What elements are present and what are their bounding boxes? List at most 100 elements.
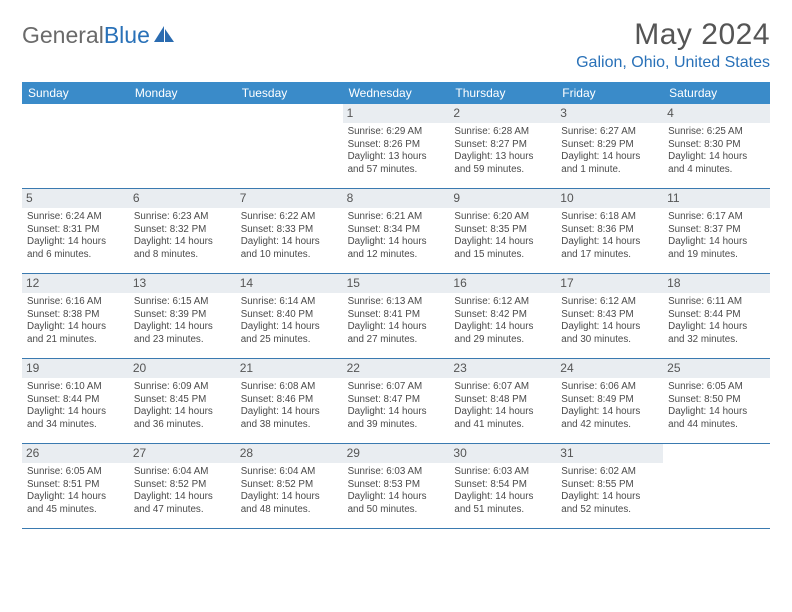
sunrise-line: Sunrise: 6:25 AM bbox=[668, 126, 765, 139]
daylight-line-2: and 4 minutes. bbox=[668, 164, 765, 177]
daylight-line-2: and 12 minutes. bbox=[348, 249, 445, 262]
day-cell: 1Sunrise: 6:29 AMSunset: 8:26 PMDaylight… bbox=[343, 104, 450, 188]
day-cell: 16Sunrise: 6:12 AMSunset: 8:42 PMDayligh… bbox=[449, 274, 556, 358]
daylight-line-2: and 8 minutes. bbox=[134, 249, 231, 262]
weekday-label: Sunday bbox=[22, 82, 129, 104]
daylight-line-1: Daylight: 14 hours bbox=[668, 151, 765, 164]
day-number: 4 bbox=[663, 104, 770, 123]
sunset-line: Sunset: 8:30 PM bbox=[668, 139, 765, 152]
daylight-line-2: and 52 minutes. bbox=[561, 504, 658, 517]
daylight-line-1: Daylight: 14 hours bbox=[241, 236, 338, 249]
sunset-line: Sunset: 8:52 PM bbox=[241, 479, 338, 492]
sunset-line: Sunset: 8:37 PM bbox=[668, 224, 765, 237]
day-cell: 27Sunrise: 6:04 AMSunset: 8:52 PMDayligh… bbox=[129, 444, 236, 528]
empty-cell bbox=[236, 104, 343, 188]
daylight-line-2: and 44 minutes. bbox=[668, 419, 765, 432]
day-cell: 18Sunrise: 6:11 AMSunset: 8:44 PMDayligh… bbox=[663, 274, 770, 358]
daylight-line-1: Daylight: 14 hours bbox=[241, 406, 338, 419]
daylight-line-2: and 1 minute. bbox=[561, 164, 658, 177]
weekday-label: Monday bbox=[129, 82, 236, 104]
week-row: 19Sunrise: 6:10 AMSunset: 8:44 PMDayligh… bbox=[22, 359, 770, 444]
daylight-line-2: and 50 minutes. bbox=[348, 504, 445, 517]
daylight-line-2: and 36 minutes. bbox=[134, 419, 231, 432]
sunrise-line: Sunrise: 6:17 AM bbox=[668, 211, 765, 224]
daylight-line-1: Daylight: 14 hours bbox=[561, 321, 658, 334]
sunrise-line: Sunrise: 6:07 AM bbox=[348, 381, 445, 394]
daylight-line-2: and 38 minutes. bbox=[241, 419, 338, 432]
daylight-line-2: and 27 minutes. bbox=[348, 334, 445, 347]
daylight-line-1: Daylight: 14 hours bbox=[348, 321, 445, 334]
daylight-line-1: Daylight: 14 hours bbox=[668, 321, 765, 334]
daylight-line-2: and 59 minutes. bbox=[454, 164, 551, 177]
day-cell: 17Sunrise: 6:12 AMSunset: 8:43 PMDayligh… bbox=[556, 274, 663, 358]
daylight-line-1: Daylight: 14 hours bbox=[561, 151, 658, 164]
sunrise-line: Sunrise: 6:23 AM bbox=[134, 211, 231, 224]
day-cell: 22Sunrise: 6:07 AMSunset: 8:47 PMDayligh… bbox=[343, 359, 450, 443]
week-row: 26Sunrise: 6:05 AMSunset: 8:51 PMDayligh… bbox=[22, 444, 770, 529]
daylight-line-1: Daylight: 14 hours bbox=[27, 406, 124, 419]
weekday-label: Friday bbox=[556, 82, 663, 104]
day-cell: 7Sunrise: 6:22 AMSunset: 8:33 PMDaylight… bbox=[236, 189, 343, 273]
sunrise-line: Sunrise: 6:28 AM bbox=[454, 126, 551, 139]
day-number: 14 bbox=[236, 274, 343, 293]
day-cell: 20Sunrise: 6:09 AMSunset: 8:45 PMDayligh… bbox=[129, 359, 236, 443]
sunrise-line: Sunrise: 6:27 AM bbox=[561, 126, 658, 139]
sunset-line: Sunset: 8:48 PM bbox=[454, 394, 551, 407]
sunset-line: Sunset: 8:31 PM bbox=[27, 224, 124, 237]
week-row: 1Sunrise: 6:29 AMSunset: 8:26 PMDaylight… bbox=[22, 104, 770, 189]
logo-text-general: General bbox=[22, 22, 104, 49]
daylight-line-1: Daylight: 14 hours bbox=[454, 321, 551, 334]
daylight-line-2: and 41 minutes. bbox=[454, 419, 551, 432]
daylight-line-1: Daylight: 14 hours bbox=[561, 491, 658, 504]
sunset-line: Sunset: 8:39 PM bbox=[134, 309, 231, 322]
day-number: 31 bbox=[556, 444, 663, 463]
week-row: 12Sunrise: 6:16 AMSunset: 8:38 PMDayligh… bbox=[22, 274, 770, 359]
sunset-line: Sunset: 8:26 PM bbox=[348, 139, 445, 152]
day-cell: 11Sunrise: 6:17 AMSunset: 8:37 PMDayligh… bbox=[663, 189, 770, 273]
daylight-line-1: Daylight: 13 hours bbox=[454, 151, 551, 164]
logo: GeneralBlue bbox=[22, 18, 175, 49]
day-number: 8 bbox=[343, 189, 450, 208]
daylight-line-1: Daylight: 14 hours bbox=[27, 321, 124, 334]
day-cell: 29Sunrise: 6:03 AMSunset: 8:53 PMDayligh… bbox=[343, 444, 450, 528]
daylight-line-1: Daylight: 14 hours bbox=[241, 321, 338, 334]
daylight-line-2: and 39 minutes. bbox=[348, 419, 445, 432]
sunset-line: Sunset: 8:32 PM bbox=[134, 224, 231, 237]
sunset-line: Sunset: 8:43 PM bbox=[561, 309, 658, 322]
day-cell: 12Sunrise: 6:16 AMSunset: 8:38 PMDayligh… bbox=[22, 274, 129, 358]
daylight-line-1: Daylight: 13 hours bbox=[348, 151, 445, 164]
day-number: 26 bbox=[22, 444, 129, 463]
weekday-label: Thursday bbox=[449, 82, 556, 104]
day-number: 7 bbox=[236, 189, 343, 208]
daylight-line-2: and 30 minutes. bbox=[561, 334, 658, 347]
daylight-line-1: Daylight: 14 hours bbox=[348, 406, 445, 419]
calendar: SundayMondayTuesdayWednesdayThursdayFrid… bbox=[22, 82, 770, 529]
sunset-line: Sunset: 8:44 PM bbox=[27, 394, 124, 407]
day-number: 24 bbox=[556, 359, 663, 378]
sunset-line: Sunset: 8:55 PM bbox=[561, 479, 658, 492]
daylight-line-2: and 21 minutes. bbox=[27, 334, 124, 347]
daylight-line-1: Daylight: 14 hours bbox=[561, 406, 658, 419]
day-number: 25 bbox=[663, 359, 770, 378]
sunrise-line: Sunrise: 6:05 AM bbox=[668, 381, 765, 394]
day-cell: 6Sunrise: 6:23 AMSunset: 8:32 PMDaylight… bbox=[129, 189, 236, 273]
sunrise-line: Sunrise: 6:04 AM bbox=[134, 466, 231, 479]
day-number: 13 bbox=[129, 274, 236, 293]
daylight-line-2: and 19 minutes. bbox=[668, 249, 765, 262]
day-number: 1 bbox=[343, 104, 450, 123]
header: GeneralBlue May 2024 Galion, Ohio, Unite… bbox=[22, 18, 770, 72]
day-number: 16 bbox=[449, 274, 556, 293]
sunset-line: Sunset: 8:29 PM bbox=[561, 139, 658, 152]
sunrise-line: Sunrise: 6:08 AM bbox=[241, 381, 338, 394]
sunrise-line: Sunrise: 6:15 AM bbox=[134, 296, 231, 309]
day-number: 3 bbox=[556, 104, 663, 123]
daylight-line-2: and 10 minutes. bbox=[241, 249, 338, 262]
sunrise-line: Sunrise: 6:12 AM bbox=[454, 296, 551, 309]
sunset-line: Sunset: 8:41 PM bbox=[348, 309, 445, 322]
sunset-line: Sunset: 8:54 PM bbox=[454, 479, 551, 492]
day-cell: 15Sunrise: 6:13 AMSunset: 8:41 PMDayligh… bbox=[343, 274, 450, 358]
sunset-line: Sunset: 8:52 PM bbox=[134, 479, 231, 492]
sunset-line: Sunset: 8:40 PM bbox=[241, 309, 338, 322]
daylight-line-1: Daylight: 14 hours bbox=[454, 406, 551, 419]
day-number: 19 bbox=[22, 359, 129, 378]
